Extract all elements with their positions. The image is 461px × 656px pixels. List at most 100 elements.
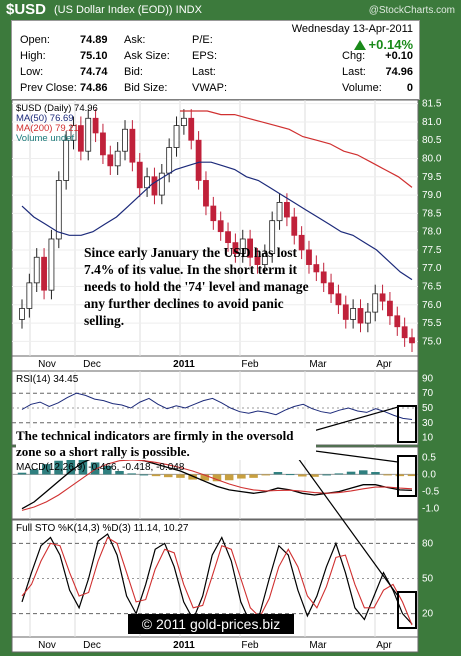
macd-histogram-bar xyxy=(371,472,380,475)
quote-label: Ask Size: xyxy=(124,50,170,62)
quote-value: 75.10 xyxy=(80,50,108,62)
legend-entry: $USD (Daily) 74.96 xyxy=(16,103,98,114)
candle xyxy=(261,253,268,265)
rsi-line xyxy=(21,392,413,420)
candle xyxy=(401,326,408,339)
macd-histogram-bar xyxy=(261,474,271,476)
quote-value: +0.10 xyxy=(385,50,413,62)
candle xyxy=(166,147,173,174)
macd-histogram-bar xyxy=(151,474,161,477)
y-tick-label: 77.5 xyxy=(422,245,442,256)
macd-histogram-bar xyxy=(383,474,392,476)
quote-label: Volume: xyxy=(342,82,382,94)
candle xyxy=(335,293,342,306)
ma50-line xyxy=(21,161,413,281)
x-tick-label: Apr xyxy=(376,640,392,651)
y-tick-label: 70 xyxy=(422,388,434,399)
macd-histogram-bar xyxy=(90,462,100,475)
y-tick-label: 79.5 xyxy=(422,172,442,183)
macd-histogram-bar xyxy=(407,474,417,477)
candle xyxy=(26,282,33,309)
candle xyxy=(394,315,401,328)
candle xyxy=(372,293,379,313)
x-tick-label: Mar xyxy=(309,359,327,370)
candle xyxy=(129,128,136,163)
legend-entry: Volume undef xyxy=(16,133,74,144)
candle xyxy=(203,180,209,207)
y-tick-label: 10 xyxy=(422,433,434,444)
y-tick-label: 78.0 xyxy=(422,227,442,238)
macd-histogram-bar xyxy=(237,474,246,479)
candle xyxy=(77,125,84,152)
candle xyxy=(85,117,92,152)
candle xyxy=(136,161,143,189)
y-tick-label: 80.5 xyxy=(422,135,442,146)
x-tick-label: 2011 xyxy=(173,640,195,651)
candle xyxy=(225,231,231,244)
y-tick-label: 0.5 xyxy=(422,452,436,463)
candle xyxy=(409,337,415,344)
candle xyxy=(247,238,254,258)
candle xyxy=(291,216,298,236)
macd-histogram-bar xyxy=(188,474,197,480)
candle xyxy=(276,201,283,222)
y-tick-label: 78.5 xyxy=(422,208,442,219)
ticker-symbol: $USD xyxy=(6,1,47,18)
macd-histogram-bar xyxy=(310,474,319,477)
pointer-line xyxy=(289,446,399,597)
x-tick-label: Dec xyxy=(83,640,101,651)
macd-histogram-bar xyxy=(17,472,27,475)
macd-histogram-bar xyxy=(298,474,307,477)
macd-histogram-bar xyxy=(163,474,173,478)
legend-entry: MACD(12,26,9) -0.466, -0.418, -0.048 xyxy=(16,462,185,473)
quote-label: Chg: xyxy=(342,50,366,62)
quote-value: 74.86 xyxy=(80,82,108,94)
candle xyxy=(306,249,312,265)
macd-histogram-bar xyxy=(334,473,344,475)
candle xyxy=(284,201,290,218)
macd-signal-line xyxy=(21,459,413,511)
candle xyxy=(173,125,180,148)
sto-d-line xyxy=(21,536,413,626)
candle xyxy=(387,300,393,317)
y-tick-label: -0.5 xyxy=(422,487,440,498)
candle xyxy=(63,139,70,181)
instrument-name: (US Dollar Index (EOD)) INDX xyxy=(54,4,202,16)
provider-watermark: @StockCharts.com xyxy=(368,5,455,16)
candle xyxy=(41,256,47,291)
macd-highlight-box xyxy=(397,455,417,497)
macd-histogram-bar xyxy=(273,472,283,475)
quote-value: 74.96 xyxy=(385,66,413,78)
y-tick-label: -1.0 xyxy=(422,504,440,515)
quote-value: 74.89 xyxy=(80,34,108,46)
x-tick-label: Feb xyxy=(241,640,259,651)
candle xyxy=(210,205,217,222)
oversold-highlight-box xyxy=(397,405,417,443)
legend-entry: MA(50) 76.69 xyxy=(16,113,74,124)
y-tick-label: 79.0 xyxy=(422,190,442,201)
quote-label: Low: xyxy=(20,66,44,78)
quote-label: Last: xyxy=(192,66,216,78)
macd-histogram-bar xyxy=(115,471,124,475)
candle xyxy=(122,128,128,152)
candle xyxy=(158,172,165,196)
candle xyxy=(254,256,261,265)
candle xyxy=(19,308,25,320)
quote-value: 74.74 xyxy=(80,66,108,78)
legend-entry: RSI(14) 34.45 xyxy=(16,374,79,385)
y-tick-label: 76.0 xyxy=(422,300,442,311)
candle xyxy=(195,139,202,181)
candle xyxy=(188,117,195,141)
candle xyxy=(328,282,334,295)
macd-histogram-bar xyxy=(66,459,76,475)
x-tick-label: Feb xyxy=(241,359,259,370)
macd-histogram-bar xyxy=(103,465,112,475)
x-tick-label: Mar xyxy=(309,640,327,651)
candle xyxy=(33,256,40,284)
quote-value: 0 xyxy=(406,82,413,94)
candle xyxy=(350,308,357,320)
ma200-line xyxy=(180,110,413,188)
legend-entry: MA(200) 79.21 xyxy=(16,123,79,134)
quote-label: Ask: xyxy=(124,34,146,46)
candle xyxy=(313,264,320,273)
